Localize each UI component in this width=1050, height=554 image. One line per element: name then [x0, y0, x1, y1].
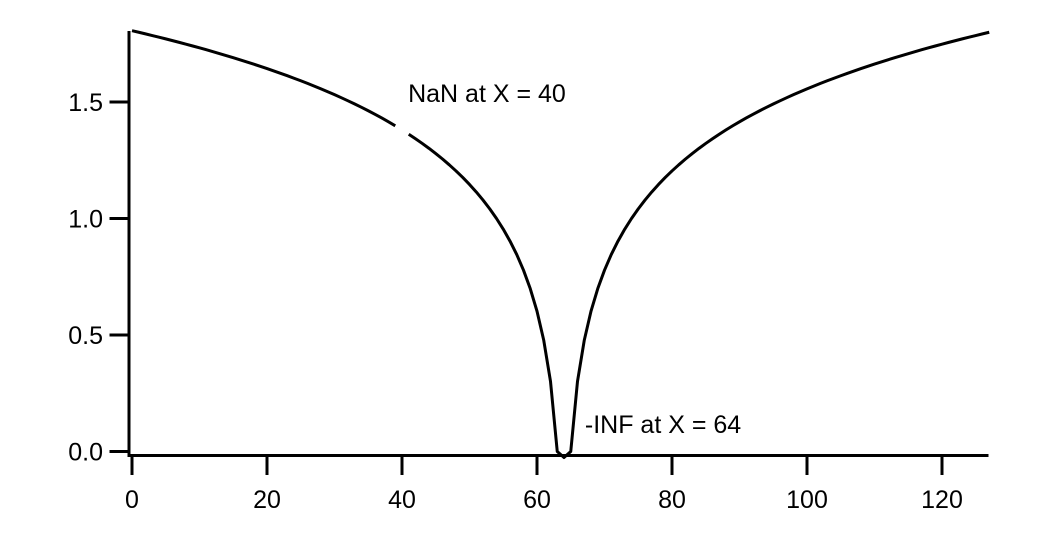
- x-tick-label: 40: [388, 486, 416, 514]
- axes: [127, 31, 989, 457]
- y-axis-ticks: 0.0 0.5 1.0 1.5: [68, 89, 128, 467]
- x-tick-label: 60: [523, 486, 551, 514]
- x-tick-label: 120: [921, 486, 963, 514]
- annotation-nan-at-x-40: NaN at X = 40: [408, 80, 566, 108]
- y-tick-label: 1.0: [68, 206, 103, 234]
- y-tick-label: 1.5: [68, 89, 103, 117]
- x-tick-label: 0: [125, 486, 139, 514]
- annotation-neg-inf-at-x-64: -INF at X = 64: [585, 411, 741, 439]
- x-tick-label: 100: [786, 486, 828, 514]
- y-tick-label: 0.5: [68, 322, 103, 350]
- x-tick-label: 20: [253, 486, 281, 514]
- x-axis-ticks: 0 20 40 60 80 100 120: [125, 457, 963, 514]
- y-tick-label: 0.0: [68, 439, 103, 467]
- curve-log10-abs-x-minus-64: [131, 29, 990, 459]
- x-tick-label: 80: [658, 486, 686, 514]
